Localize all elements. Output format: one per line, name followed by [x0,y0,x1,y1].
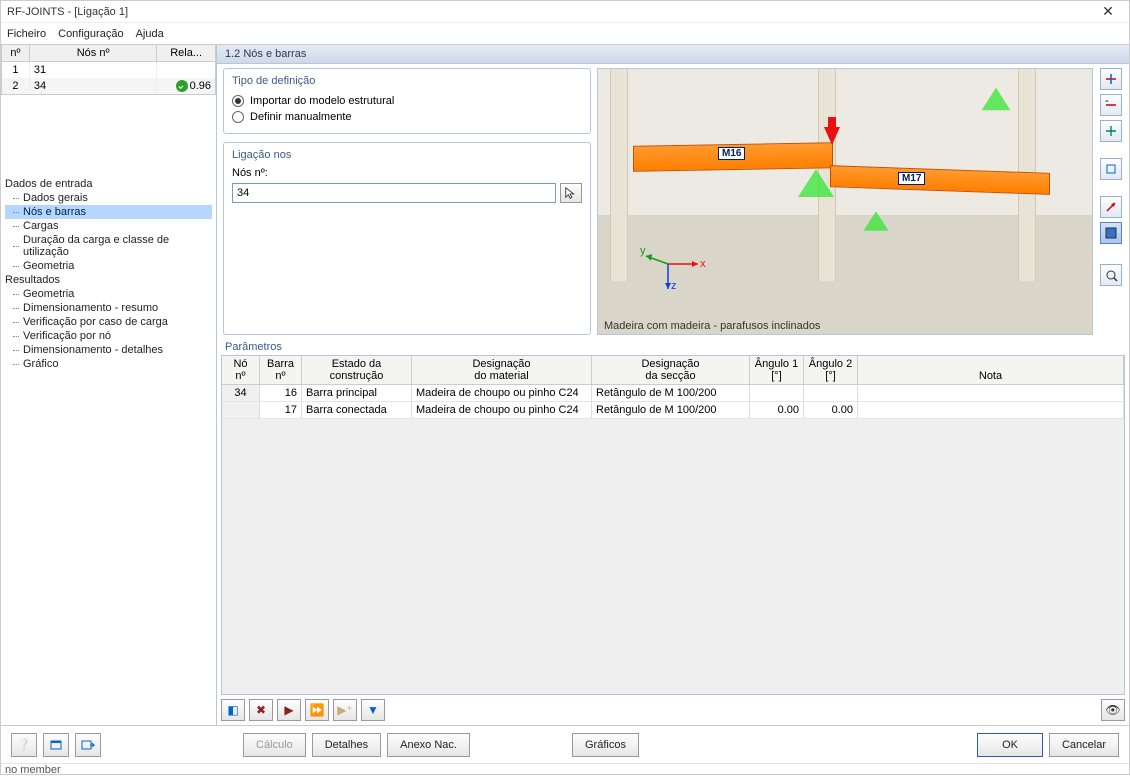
radio-icon [232,111,244,123]
tree-item-geometry[interactable]: Geometria [5,259,212,273]
national-annex-button[interactable]: Anexo Nac. [387,733,470,757]
next-button[interactable]: ▶ [277,699,301,721]
menu-help[interactable]: Ajuda [136,28,164,40]
support-icon [982,88,1011,110]
cursor-icon [564,186,578,200]
view-arrow-button[interactable] [1100,196,1122,218]
axes-icon: x y z [638,234,708,294]
menubar: Ficheiro Configuração Ajuda [1,23,1129,45]
window-arrow-icon [81,738,95,752]
definition-type-fieldset: Tipo de definição Importar do modelo est… [223,68,591,134]
status-bar: no member [1,763,1129,779]
beam-m17 [830,165,1050,195]
parameters-legend: Parâmetros [221,339,1125,355]
titlebar: RF-JOINTS - [Ligação 1] ✕ [1,1,1129,23]
export-2-button[interactable] [75,733,101,757]
footer: ❔ Cálculo Detalhes Anexo Nac. Gráficos O… [1,725,1129,763]
svg-text:x: x [700,258,706,270]
window-icon [49,738,63,752]
ok-button[interactable]: OK [977,733,1043,757]
fast-forward-button[interactable]: ⏩ [305,699,329,721]
tree-item-nodes-members[interactable]: Nós e barras [5,205,212,219]
graphics-button[interactable]: Gráficos [572,733,639,757]
form-area: Tipo de definição Importar do modelo est… [217,64,597,339]
left-panel: nº Nós nº Rela... 1 31 2 34 0.96 Dados d… [1,45,217,725]
tree-item-general[interactable]: Dados gerais [5,191,212,205]
section-title: 1.2 Nós e barras [217,45,1129,64]
preview-area: M16 M17 x y z Madeira com madeira - par [597,64,1129,339]
pick-node-button[interactable] [560,183,582,203]
param-row[interactable]: 17 Barra conectada Madeira de choupo ou … [222,402,1124,419]
member-label-m16: M16 [718,147,745,160]
tree-group-input[interactable]: Dados de entrada [5,177,212,191]
tree-group-results[interactable]: Resultados [5,273,212,287]
svg-text:y: y [640,245,646,257]
export-button[interactable] [43,733,69,757]
connection-nodes-fieldset: Ligação nos Nós nº: [223,142,591,335]
col-header-no[interactable]: nº [2,45,30,61]
preview-3d[interactable]: M16 M17 x y z Madeira com madeira - par [597,68,1093,335]
radio-icon [232,95,244,107]
tree-item-load-duration[interactable]: Duração da carga e classe de utilização [5,233,212,259]
menu-config[interactable]: Configuração [58,28,123,40]
nav-tree: Dados de entrada Dados gerais Nós e barr… [1,175,216,725]
tree-item-res-details[interactable]: Dimensionamento - detalhes [5,343,212,357]
tree-item-res-graphic[interactable]: Gráfico [5,357,212,371]
radio-import[interactable]: Importar do modelo estrutural [232,93,582,109]
col-header-nodes[interactable]: Nós nº [30,45,157,61]
parameters-toolbar: ◧ ✖ ▶ ⏩ ▶⁺ ▼ 👁 [221,699,1125,721]
right-panel: 1.2 Nós e barras Tipo de definição Impor… [217,45,1129,725]
parameters-header: Nónº Barranº Estado daconstrução Designa… [222,356,1124,385]
col-header-rel[interactable]: Rela... [157,45,215,61]
tree-item-res-geometry[interactable]: Geometria [5,287,212,301]
support-icon [863,211,888,231]
window-title: RF-JOINTS - [Ligação 1] [7,6,1093,18]
load-arrow-icon [824,127,840,145]
svg-text:z: z [671,280,677,292]
member-label-m17: M17 [898,172,925,185]
definition-legend: Tipo de definição [232,75,582,87]
details-button[interactable]: Detalhes [312,733,381,757]
view-x-button[interactable] [1100,68,1122,90]
calculate-button[interactable]: Cálculo [243,733,306,757]
param-row[interactable]: 34 16 Barra principal Madeira de choupo … [222,385,1124,402]
tree-item-res-by-load[interactable]: Verificação por caso de carga [5,315,212,329]
connection-legend: Ligação nos [232,149,582,161]
view-y-button[interactable] [1100,120,1122,142]
menu-file[interactable]: Ficheiro [7,28,46,40]
table-row[interactable]: 1 31 [2,62,215,78]
filter-button[interactable]: ▼ [361,699,385,721]
library-button[interactable]: ◧ [221,699,245,721]
delete-button[interactable]: ✖ [249,699,273,721]
view-settings-button[interactable] [1100,264,1122,286]
radio-manual[interactable]: Definir manualmente [232,109,582,125]
add-button[interactable]: ▶⁺ [333,699,357,721]
svg-text:-: - [1105,98,1109,107]
view-toolbar: - [1097,68,1125,335]
help-button[interactable]: ❔ [11,733,37,757]
tree-item-res-summary[interactable]: Dimensionamento - resumo [5,301,212,315]
cancel-button[interactable]: Cancelar [1049,733,1119,757]
close-icon[interactable]: ✕ [1093,3,1123,20]
view-minus-x-button[interactable]: - [1100,94,1122,116]
view-iso-button[interactable] [1100,158,1122,180]
node-number-input[interactable] [232,183,556,203]
check-icon [176,80,188,92]
eye-button[interactable]: 👁 [1101,699,1125,721]
connections-table: nº Nós nº Rela... 1 31 2 34 0.96 [1,45,216,95]
view-shaded-button[interactable] [1100,222,1122,244]
parameters-table: Nónº Barranº Estado daconstrução Designa… [221,355,1125,695]
table-row[interactable]: 2 34 0.96 [2,78,215,94]
support-icon [798,169,834,197]
preview-caption: Madeira com madeira - parafusos inclinad… [604,320,820,332]
tree-item-loads[interactable]: Cargas [5,219,212,233]
parameters-section: Parâmetros Nónº Barranº Estado daconstru… [221,339,1125,725]
tree-item-res-by-node[interactable]: Verificação por nó [5,329,212,343]
node-label: Nós nº: [232,167,582,179]
